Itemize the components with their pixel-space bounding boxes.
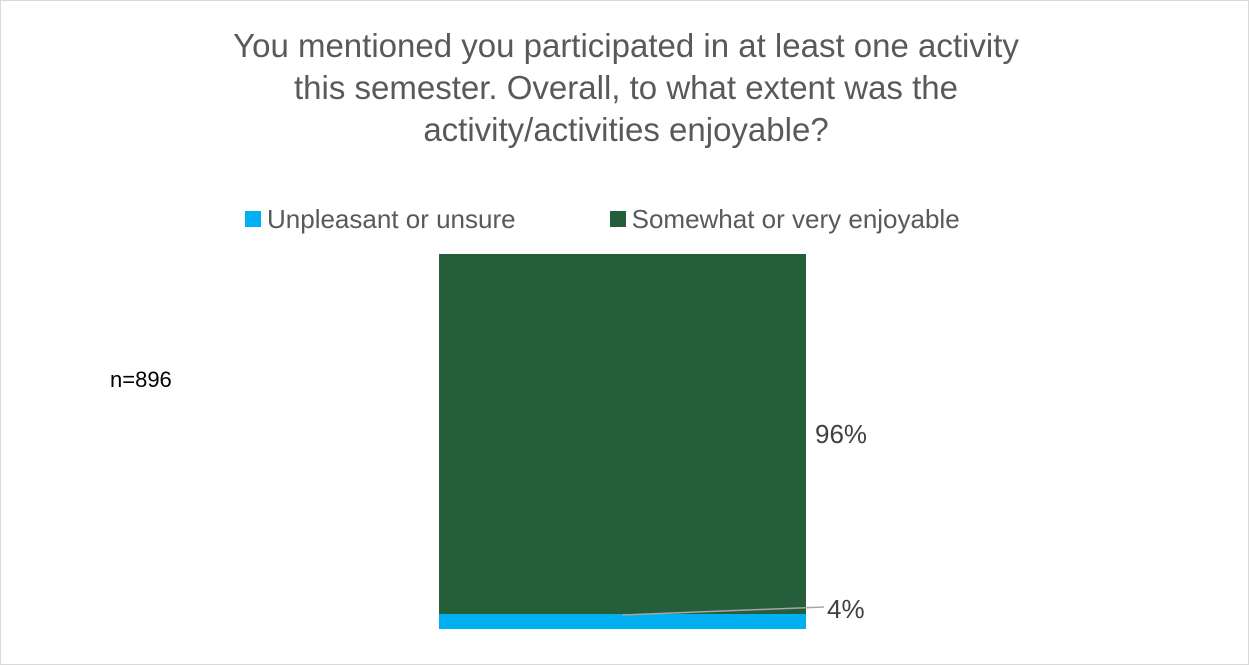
legend-label-enjoyable: Somewhat or very enjoyable — [631, 203, 960, 234]
legend-swatch-enjoyable — [609, 211, 626, 227]
legend-item-enjoyable: Somewhat or very enjoyable — [609, 203, 960, 235]
chart-legend: Unpleasant or unsure Somewhat or very en… — [245, 201, 960, 237]
bar-segment-unpleasant — [439, 614, 806, 629]
legend-swatch-unpleasant — [245, 211, 261, 227]
chart-title-line-1: You mentioned you participated in at lea… — [233, 27, 1019, 64]
data-label-enjoyable: 96% — [815, 419, 867, 449]
data-label-leader-line — [622, 606, 825, 616]
legend-label-unpleasant: Unpleasant or unsure — [267, 203, 516, 234]
legend-item-unpleasant: Unpleasant or unsure — [245, 204, 516, 235]
data-label-unpleasant: 4% — [827, 594, 865, 624]
bar-segment-enjoyable — [439, 254, 806, 614]
chart-title-line-2: this semester. Overall, to what extent w… — [294, 69, 958, 106]
sample-size-note: n=896 — [110, 367, 172, 392]
chart-title-line-3: activity/activities enjoyable? — [423, 111, 829, 148]
chart-title: You mentioned you participated in at lea… — [151, 25, 1101, 151]
